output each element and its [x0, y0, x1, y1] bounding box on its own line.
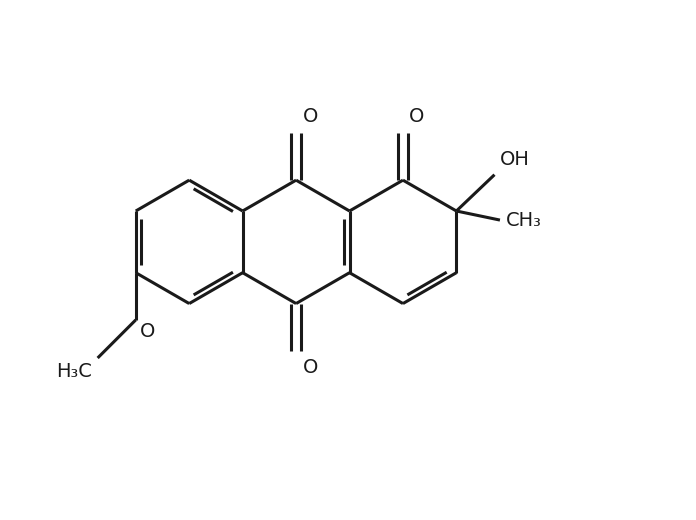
Text: CH₃: CH₃: [505, 211, 541, 229]
Text: H₃C: H₃C: [56, 361, 92, 381]
Text: O: O: [141, 322, 156, 341]
Text: O: O: [303, 358, 318, 377]
Text: OH: OH: [500, 150, 530, 169]
Text: O: O: [303, 107, 318, 126]
Text: O: O: [409, 107, 425, 126]
